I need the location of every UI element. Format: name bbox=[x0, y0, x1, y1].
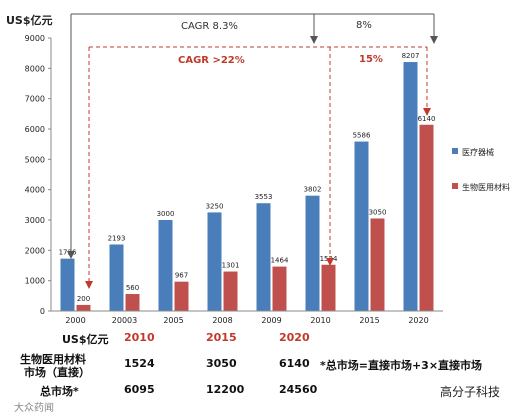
y-tick-label: 3000 bbox=[25, 216, 45, 225]
bar-biomaterials bbox=[272, 266, 287, 311]
data-label: 2193 bbox=[108, 234, 126, 242]
bar-medical-devices bbox=[354, 141, 369, 311]
table-year-2015: 2015 bbox=[206, 331, 237, 344]
x-tick-label: 2020 bbox=[408, 316, 428, 325]
legend-swatch-biomaterials bbox=[452, 183, 458, 189]
bars: 1726 200 2193 560 3000 967 3250 1301 3553 1464 380… bbox=[59, 52, 436, 312]
row1-value-2020: 6140 bbox=[279, 357, 310, 370]
y-axis: 0 1000 2000 3000 4000 5000 6000 7000 8000 9000 bbox=[25, 34, 52, 316]
bar-medical-devices bbox=[158, 220, 173, 311]
data-label: 3050 bbox=[369, 208, 387, 216]
bar-biomaterials bbox=[76, 304, 91, 311]
x-tick-label: 2009 bbox=[261, 316, 281, 325]
data-label: 560 bbox=[126, 284, 139, 292]
data-label: 3553 bbox=[255, 193, 273, 201]
y-tick-label: 4000 bbox=[25, 186, 45, 195]
x-tick-label: 2000 bbox=[65, 316, 85, 325]
bar-biomaterials bbox=[370, 218, 385, 311]
x-tick-label: 2015 bbox=[359, 316, 379, 325]
cagr-22-label: CAGR >22% bbox=[178, 55, 245, 66]
bar-medical-devices bbox=[305, 195, 320, 311]
y-tick-label: 7000 bbox=[25, 95, 45, 104]
watermark-right: 高分子科技 bbox=[440, 385, 501, 399]
row1-value-2015: 3050 bbox=[206, 357, 237, 370]
data-label: 1301 bbox=[222, 262, 240, 270]
data-label: 3250 bbox=[206, 202, 224, 210]
legend-label-biomaterials: 生物医用材料 bbox=[462, 182, 510, 192]
y-tick-label: 5000 bbox=[25, 155, 45, 164]
data-label: 5586 bbox=[353, 132, 371, 140]
y-tick-label: 8000 bbox=[25, 64, 45, 73]
y-tick-label: 2000 bbox=[25, 246, 45, 255]
data-label: 8207 bbox=[402, 52, 420, 60]
legend: 医疗器械 生物医用材料 bbox=[452, 147, 510, 192]
table-unit: US$亿元 bbox=[62, 333, 109, 346]
y-tick-label: 6000 bbox=[25, 125, 45, 134]
x-axis: 2000 20003 2005 2008 2009 2010 2015 2020 bbox=[51, 310, 443, 325]
bar-medical-devices bbox=[60, 258, 75, 311]
y-axis-label: US$亿元 bbox=[6, 13, 53, 27]
cagr-8-label: 8% bbox=[356, 20, 372, 31]
row2-value-2010: 6095 bbox=[124, 383, 155, 396]
y-tick-label: 0 bbox=[40, 307, 45, 316]
table-year-2020: 2020 bbox=[279, 331, 310, 344]
row1-label-line2: 市场（直接） bbox=[24, 366, 90, 379]
data-label: 3802 bbox=[304, 186, 322, 194]
cagr-15-label: 15% bbox=[359, 54, 383, 65]
watermark-left: 大众药闻 bbox=[14, 403, 54, 414]
data-label: 967 bbox=[175, 272, 188, 280]
bar-medical-devices bbox=[109, 244, 124, 311]
data-label: 3000 bbox=[157, 210, 175, 218]
bar-biomaterials bbox=[125, 294, 140, 311]
y-tick-label: 9000 bbox=[25, 34, 45, 43]
data-label: 1726 bbox=[59, 249, 77, 257]
x-tick-label: 2008 bbox=[212, 316, 232, 325]
row1-value-2010: 1524 bbox=[124, 357, 155, 370]
bar-biomaterials bbox=[223, 271, 238, 311]
x-tick-label: 2010 bbox=[310, 316, 330, 325]
legend-swatch-medical-devices bbox=[452, 148, 458, 154]
bar-biomaterials bbox=[174, 281, 189, 311]
row1-label-line1: 生物医用材料 bbox=[20, 353, 86, 366]
x-tick-label: 2005 bbox=[163, 316, 183, 325]
data-label: 6140 bbox=[418, 115, 436, 123]
row2-value-2020: 24560 bbox=[279, 383, 318, 396]
data-label: 1464 bbox=[271, 257, 289, 265]
bar-medical-devices bbox=[207, 212, 222, 311]
cagr-8-3-label: CAGR 8.3% bbox=[181, 21, 238, 32]
bar-medical-devices bbox=[256, 203, 271, 311]
row2-label: 总市场* bbox=[40, 385, 79, 398]
bar-biomaterials bbox=[419, 124, 434, 312]
data-label: 200 bbox=[77, 295, 90, 303]
x-tick-label: 20003 bbox=[112, 316, 137, 325]
row2-value-2015: 12200 bbox=[206, 383, 245, 396]
cagr-annotations: CAGR 8.3% 8% CAGR >22% 15% bbox=[67, 13, 438, 289]
bar-biomaterials bbox=[321, 264, 336, 311]
table-year-2010: 2010 bbox=[124, 331, 155, 344]
y-tick-label: 1000 bbox=[25, 277, 45, 286]
legend-label-medical-devices: 医疗器械 bbox=[462, 147, 494, 157]
footnote: *总市场=直接市场+3×直接市场 bbox=[320, 359, 483, 372]
bar-medical-devices bbox=[403, 62, 418, 311]
